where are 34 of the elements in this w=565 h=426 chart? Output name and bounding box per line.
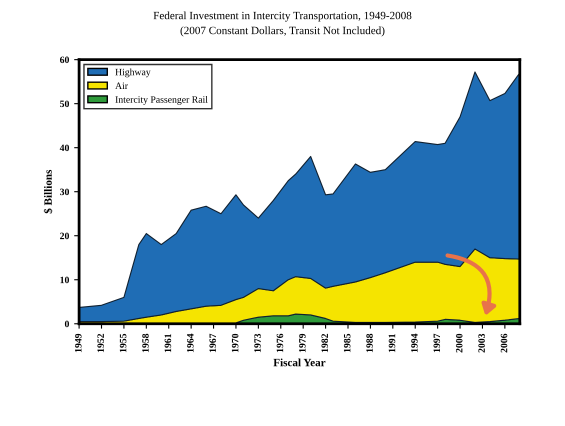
x-tick-label: 1979 — [299, 334, 306, 352]
y-tick-label: 20 — [60, 232, 70, 240]
x-tick-label: 1949 — [75, 334, 82, 352]
chart-subtitle: (2007 Constant Dollars, Transit Not Included) — [180, 26, 384, 36]
y-tick-label: 50 — [60, 100, 70, 108]
x-tick-label: 1958 — [142, 334, 149, 352]
y-axis-title: $ Billions — [44, 170, 53, 214]
x-tick-label: 1988 — [366, 334, 373, 352]
x-tick-label: 1982 — [321, 334, 328, 352]
x-tick-label: 1976 — [276, 334, 284, 352]
x-tick-label: 1955 — [120, 334, 126, 352]
x-tick-label: 2000 — [456, 334, 462, 353]
chart-title: Federal Investment in Intercity Transportation, 1949-2008 — [154, 11, 412, 22]
x-tick-label: 1970 — [232, 334, 238, 352]
x-axis-title: Fiscal Year — [273, 358, 326, 366]
x-tick-label: 1997 — [434, 334, 440, 352]
y-tick-label: 0 — [64, 320, 70, 328]
x-tick-label: 1991 — [388, 334, 396, 352]
x-tick-label: 1964 — [187, 334, 194, 352]
y-tick-label: 60 — [60, 56, 70, 64]
x-tick-label: 1952 — [97, 334, 104, 352]
y-tick-label: 10 — [60, 276, 70, 284]
legend-label: Intercity Passenger Rail — [115, 96, 208, 105]
x-tick-label: 1961 — [164, 334, 172, 352]
y-tick-label: 40 — [60, 144, 70, 152]
x-tick-label: 2003 — [478, 334, 485, 353]
x-tick-label: 1985 — [344, 334, 350, 352]
x-tick-label: 1967 — [209, 334, 216, 352]
x-tick-label: 2006 — [500, 334, 508, 353]
x-tick-label: 1973 — [254, 334, 261, 352]
legend-label: Highway — [115, 68, 151, 78]
y-tick-label: 30 — [60, 188, 70, 196]
legend-label: Air — [115, 82, 128, 89]
x-tick-label: 1994 — [411, 334, 418, 352]
